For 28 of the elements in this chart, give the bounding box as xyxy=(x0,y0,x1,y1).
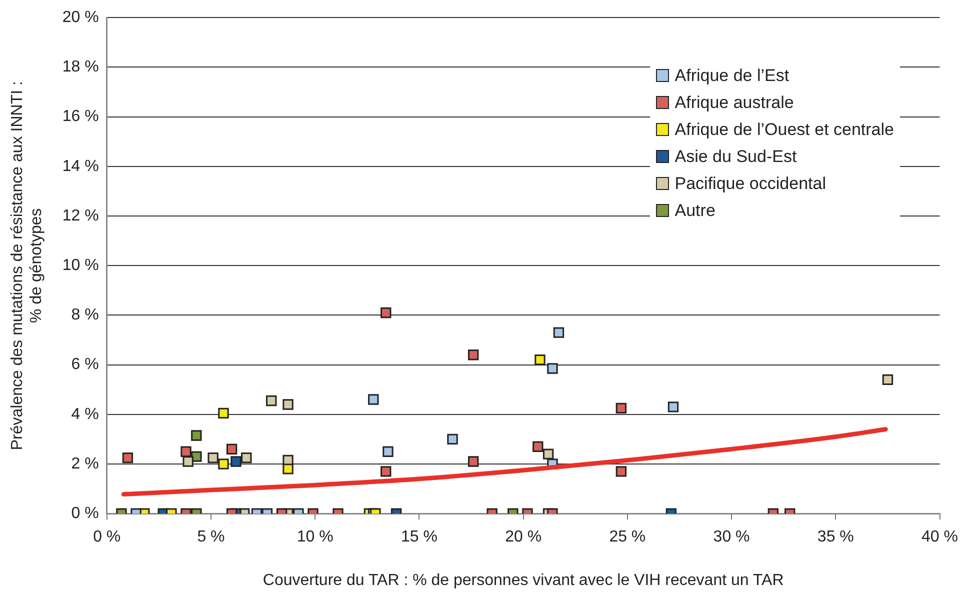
y-tick-label: 6 % xyxy=(71,356,99,374)
y-tick-label: 4 % xyxy=(71,406,99,423)
x-axis-title: Couverture du TAR : % de personnes vivant avec le VIH recevant un TAR xyxy=(262,572,784,589)
y-tick-label: 14 % xyxy=(62,158,99,175)
x-tick-label: 35 % xyxy=(817,528,854,546)
y-tick-label: 10 % xyxy=(62,257,99,274)
legend-label: Autre xyxy=(674,200,716,222)
x-tick-label: 30 % xyxy=(713,528,750,546)
legend-label: Pacifique occidental xyxy=(674,172,826,195)
y-tick-label: 0 % xyxy=(71,505,99,522)
x-tick-label: 0 % xyxy=(93,528,121,546)
y-tick-label: 12 % xyxy=(62,207,99,224)
y-tick-label: 16 % xyxy=(62,108,99,126)
x-tick-label: 15 % xyxy=(400,528,438,546)
x-tick-label: 10 % xyxy=(296,528,334,546)
x-tick-label: 25 % xyxy=(609,528,646,546)
y-tick-label: 20 % xyxy=(62,9,99,26)
legend-label: Afrique australe xyxy=(674,92,794,114)
y-axis-title: Prévalence des mutations de résistance aux INNTI : % de génotypes xyxy=(9,81,46,450)
y-tick-label: 8 % xyxy=(71,306,99,324)
y-tick-label: 18 % xyxy=(62,58,99,76)
legend-label: Afrique de l’Est xyxy=(674,64,790,87)
y-tick-label: 2 % xyxy=(71,455,99,472)
x-tick-label: 20 % xyxy=(505,528,542,546)
legend-label: Asie du Sud-Est xyxy=(674,146,797,168)
x-tick-label: 40 % xyxy=(922,528,958,546)
legend-label: Afrique de l’Ouest et centrale xyxy=(674,118,894,141)
x-tick-label: 5 % xyxy=(197,528,225,546)
